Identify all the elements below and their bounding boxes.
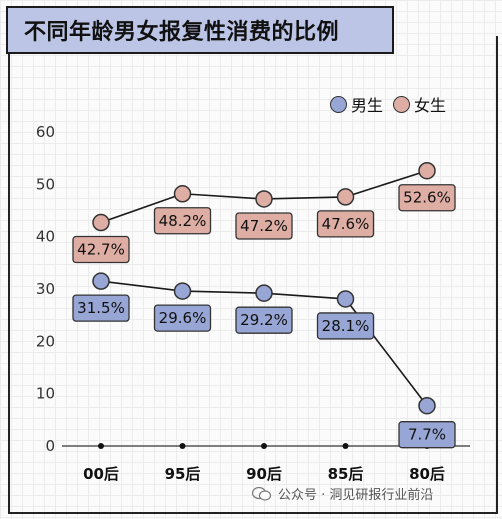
x-tick-label: 95后 — [165, 465, 201, 483]
x-axis-dot — [98, 443, 104, 449]
data-point — [336, 290, 355, 308]
data-label-box — [72, 235, 130, 264]
wechat-icon — [251, 486, 272, 501]
data-point — [418, 396, 436, 415]
y-tick-label: 60 — [36, 123, 55, 141]
y-tick-label: 10 — [36, 385, 55, 403]
data-label: 42.7% — [77, 241, 125, 259]
data-point — [92, 272, 110, 290]
x-tick-label: 80后 — [409, 465, 445, 483]
y-tick-label: 50 — [36, 175, 55, 193]
x-axis-dot — [261, 443, 267, 449]
x-tick-label: 85后 — [328, 465, 364, 483]
data-label: 31.5% — [77, 299, 125, 317]
data-label: 47.6% — [322, 215, 370, 233]
legend-marker-male — [330, 95, 347, 113]
watermark: 公众号 · 洞见研报行业前沿 — [251, 484, 434, 503]
x-axis-dot — [342, 443, 349, 449]
data-label: 52.6% — [403, 189, 451, 207]
data-label: 47.2% — [240, 217, 288, 235]
data-point — [255, 190, 273, 208]
data-label-box — [153, 207, 212, 235]
x-axis-dot — [179, 443, 186, 449]
data-label-box — [316, 210, 375, 238]
chart-frame — [8, 36, 498, 514]
legend-item-female: 女生 — [393, 92, 446, 116]
data-label-box — [398, 421, 456, 449]
chart-title-text: 不同年龄男女报复性消费的比例 — [24, 20, 340, 45]
data-point — [92, 213, 110, 232]
legend-marker-female — [393, 95, 411, 113]
data-point — [173, 185, 192, 203]
data-point — [336, 188, 355, 206]
x-tick-label: 00后 — [83, 465, 119, 483]
legend-label-female: 女生 — [414, 96, 447, 115]
chart-title: 不同年龄男女报复性消费的比例 — [6, 6, 394, 54]
y-tick-label: 20 — [36, 332, 55, 350]
data-point — [173, 282, 192, 300]
legend: 男生 女生 — [330, 92, 456, 116]
data-label-box — [153, 304, 212, 332]
watermark-text: 公众号 · 洞见研报行业前沿 — [278, 488, 434, 503]
data-label: 29.2% — [240, 311, 288, 329]
data-label-box — [235, 306, 293, 334]
y-tick-label: 30 — [36, 280, 55, 298]
data-label: 7.7% — [408, 426, 446, 444]
legend-item-male: 男生 — [330, 92, 383, 116]
legend-label-male: 男生 — [351, 96, 384, 115]
x-tick-label: 90后 — [246, 465, 282, 483]
y-tick-label: 0 — [45, 437, 55, 455]
data-label-box — [398, 184, 456, 212]
data-label-box — [235, 212, 293, 240]
y-tick-label: 40 — [36, 228, 55, 246]
data-label: 48.2% — [159, 212, 207, 230]
data-label-box — [72, 294, 130, 322]
data-point — [418, 161, 436, 180]
data-label: 28.1% — [322, 317, 370, 335]
data-label: 29.6% — [159, 309, 207, 327]
data-point — [255, 284, 273, 302]
data-label-box — [316, 312, 375, 340]
